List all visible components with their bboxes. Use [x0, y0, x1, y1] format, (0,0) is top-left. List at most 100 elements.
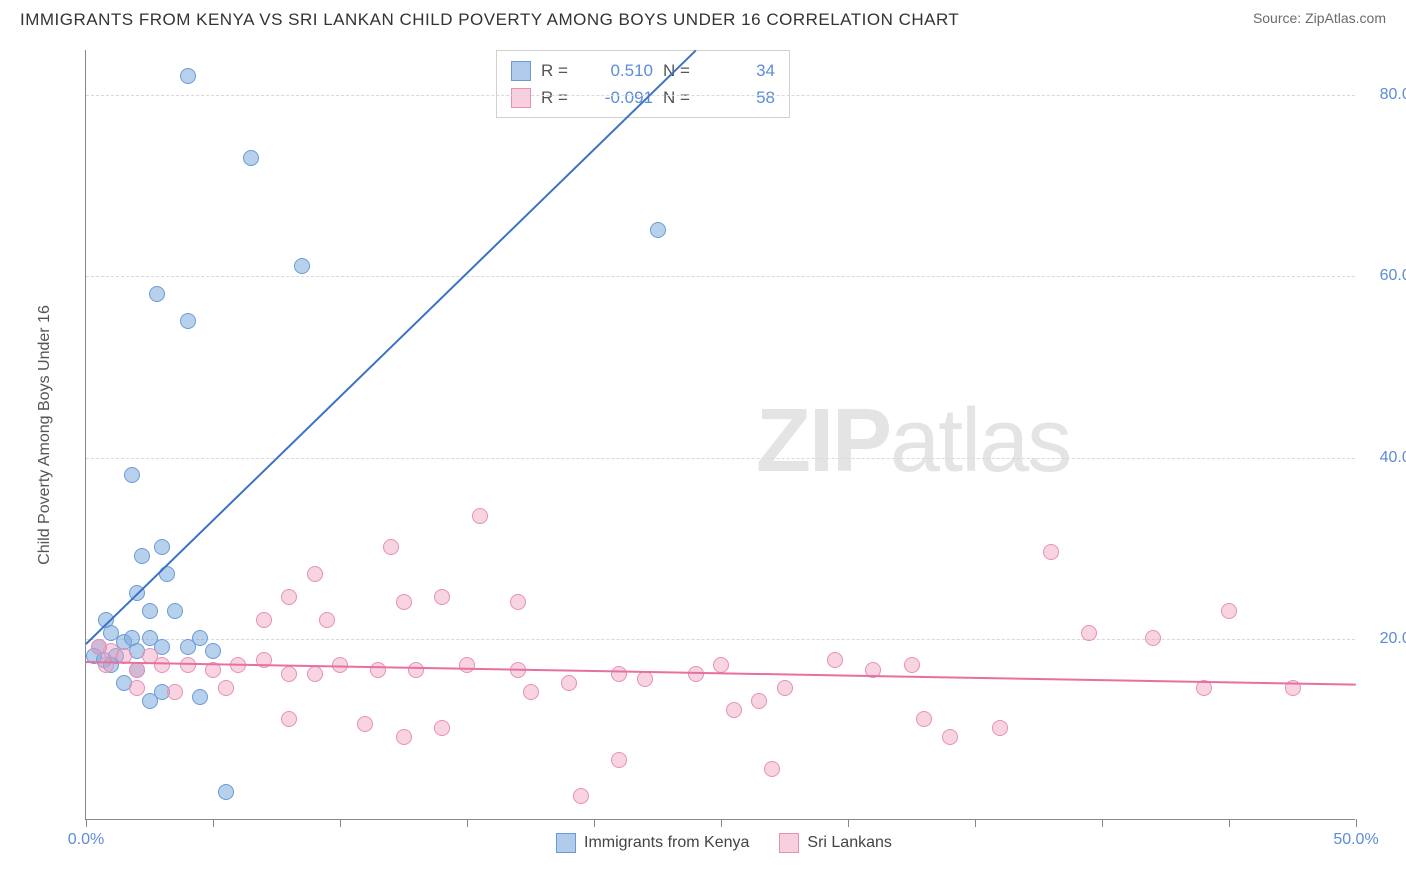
data-point — [142, 693, 158, 709]
legend-item-kenya: Immigrants from Kenya — [556, 833, 749, 853]
data-point — [357, 716, 373, 732]
data-point — [383, 539, 399, 555]
y-tick-label: 60.0% — [1365, 267, 1406, 285]
data-point — [1145, 630, 1161, 646]
data-point — [408, 662, 424, 678]
data-point — [523, 684, 539, 700]
y-tick-label: 80.0% — [1365, 86, 1406, 104]
plot-region: R = 0.510 N = 34 R = -0.091 N = 58 ZIPat… — [85, 50, 1355, 820]
data-point — [154, 657, 170, 673]
data-point — [396, 729, 412, 745]
data-point — [154, 539, 170, 555]
data-point — [688, 666, 704, 682]
data-point — [1081, 625, 1097, 641]
gridline — [86, 276, 1355, 277]
x-tick — [213, 819, 214, 827]
chart-title: IMMIGRANTS FROM KENYA VS SRI LANKAN CHIL… — [20, 10, 959, 30]
legend-row-srilanka: R = -0.091 N = 58 — [511, 84, 775, 111]
data-point — [91, 639, 107, 655]
swatch-blue — [511, 61, 531, 81]
watermark: ZIPatlas — [756, 390, 1070, 493]
r-value-srilanka: -0.091 — [583, 84, 653, 111]
gridline — [86, 95, 1355, 96]
data-point — [294, 258, 310, 274]
r-label: R = — [541, 57, 573, 84]
data-point — [180, 313, 196, 329]
n-value-srilanka: 58 — [705, 84, 775, 111]
correlation-legend: R = 0.510 N = 34 R = -0.091 N = 58 — [496, 50, 790, 118]
chart-area: Child Poverty Among Boys Under 16 R = 0.… — [55, 50, 1355, 820]
data-point — [142, 603, 158, 619]
x-tick — [467, 819, 468, 827]
data-point — [167, 603, 183, 619]
legend-row-kenya: R = 0.510 N = 34 — [511, 57, 775, 84]
swatch-pink — [511, 88, 531, 108]
x-tick — [975, 819, 976, 827]
data-point — [370, 662, 386, 678]
data-point — [904, 657, 920, 673]
data-point — [916, 711, 932, 727]
n-label: N = — [663, 84, 695, 111]
y-axis-label: Child Poverty Among Boys Under 16 — [36, 305, 54, 565]
data-point — [124, 467, 140, 483]
data-point — [1221, 603, 1237, 619]
data-point — [942, 729, 958, 745]
data-point — [103, 625, 119, 641]
data-point — [180, 68, 196, 84]
data-point — [434, 589, 450, 605]
data-point — [281, 711, 297, 727]
x-tick-label: 50.0% — [1333, 831, 1378, 849]
data-point — [827, 652, 843, 668]
source-label: Source: ZipAtlas.com — [1253, 10, 1386, 26]
data-point — [472, 508, 488, 524]
x-tick — [1102, 819, 1103, 827]
swatch-pink — [779, 833, 799, 853]
data-point — [396, 594, 412, 610]
data-point — [281, 666, 297, 682]
data-point — [319, 612, 335, 628]
y-tick-label: 20.0% — [1365, 630, 1406, 648]
data-point — [243, 150, 259, 166]
data-point — [992, 720, 1008, 736]
x-tick — [86, 819, 87, 827]
legend-item-srilanka: Sri Lankans — [779, 833, 892, 853]
data-point — [192, 630, 208, 646]
data-point — [218, 784, 234, 800]
data-point — [307, 666, 323, 682]
data-point — [777, 680, 793, 696]
trend-line — [85, 50, 696, 645]
x-tick-label: 0.0% — [68, 831, 104, 849]
n-value-kenya: 34 — [705, 57, 775, 84]
data-point — [167, 684, 183, 700]
data-point — [149, 286, 165, 302]
data-point — [726, 702, 742, 718]
x-tick — [848, 819, 849, 827]
data-point — [434, 720, 450, 736]
legend-label-srilanka: Sri Lankans — [807, 834, 892, 852]
data-point — [611, 666, 627, 682]
data-point — [205, 643, 221, 659]
y-tick-label: 40.0% — [1365, 449, 1406, 467]
data-point — [713, 657, 729, 673]
x-tick — [340, 819, 341, 827]
gridline — [86, 639, 1355, 640]
data-point — [307, 566, 323, 582]
data-point — [192, 689, 208, 705]
data-point — [650, 222, 666, 238]
data-point — [510, 594, 526, 610]
x-tick — [1356, 819, 1357, 827]
x-tick — [1229, 819, 1230, 827]
r-label: R = — [541, 84, 573, 111]
data-point — [256, 612, 272, 628]
data-point — [1043, 544, 1059, 560]
series-legend: Immigrants from Kenya Sri Lankans — [556, 833, 892, 853]
data-point — [573, 788, 589, 804]
legend-label-kenya: Immigrants from Kenya — [584, 834, 749, 852]
data-point — [561, 675, 577, 691]
r-value-kenya: 0.510 — [583, 57, 653, 84]
x-tick — [594, 819, 595, 827]
data-point — [751, 693, 767, 709]
data-point — [180, 657, 196, 673]
n-label: N = — [663, 57, 695, 84]
swatch-blue — [556, 833, 576, 853]
